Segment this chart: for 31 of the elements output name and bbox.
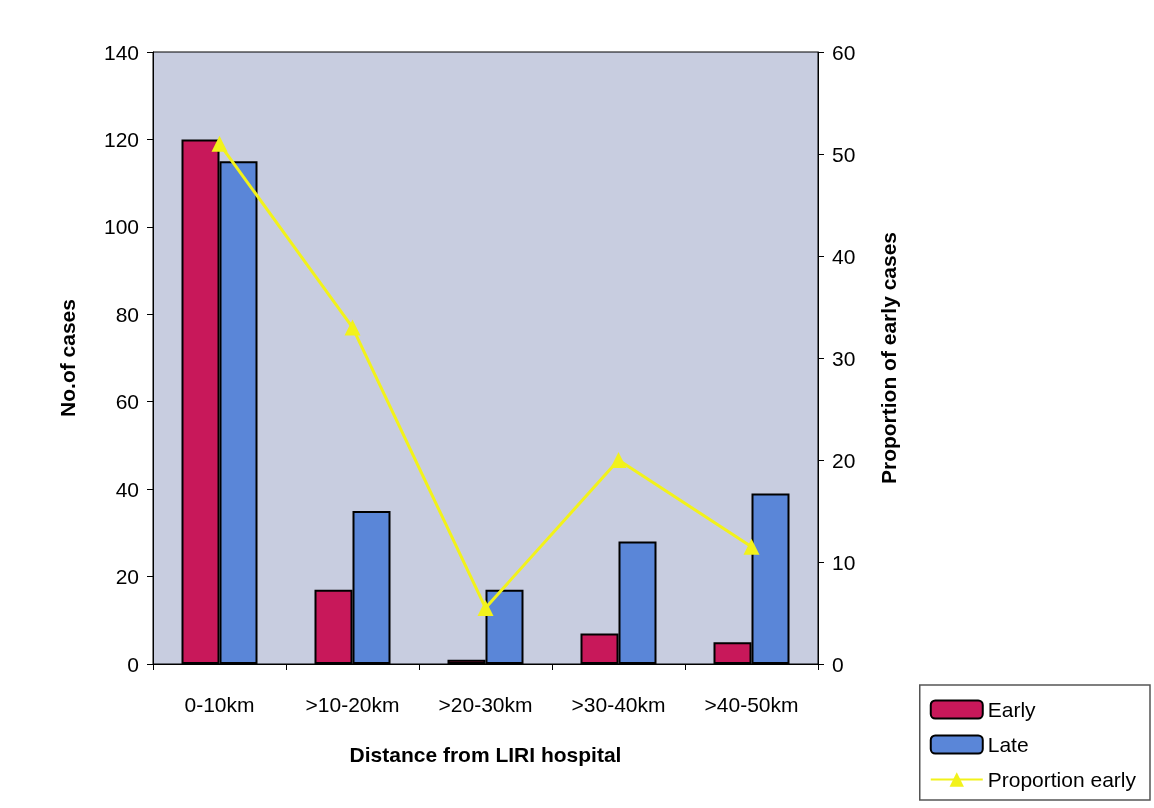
y2-tick-label: 30 <box>832 346 856 370</box>
y-tick-label: 100 <box>103 215 139 239</box>
x-tick-label: >30-40km <box>571 693 666 716</box>
point <box>211 135 228 152</box>
y2-tick-label: 50 <box>832 142 856 166</box>
point <box>610 452 627 468</box>
point <box>344 319 361 336</box>
x-tick-label: >40-50km <box>704 693 799 716</box>
y-tick-label: 20 <box>115 565 139 589</box>
x-tick-label: >10-20km <box>305 693 400 716</box>
y2-tick-label: 40 <box>832 244 856 268</box>
y2-axis-title: Proportion of early cases <box>877 231 900 485</box>
y-tick-label: 60 <box>115 390 139 414</box>
y2-tick-label: 20 <box>832 448 856 472</box>
legend-label: Late <box>987 733 1029 756</box>
y-tick-label: 140 <box>103 40 139 64</box>
y2-tick-label: 60 <box>832 40 856 64</box>
legend-label: Early <box>987 698 1037 721</box>
x-tick-label: >20-30km <box>438 693 533 716</box>
point <box>477 599 494 616</box>
x-tick-label: 0-10km <box>184 693 255 716</box>
y-tick-label: 40 <box>115 477 139 501</box>
y2-tick-label: 0 <box>832 652 844 676</box>
legend-label: Proportion early <box>987 768 1137 791</box>
point <box>743 538 760 555</box>
y-axis-title: No.of cases <box>56 299 79 417</box>
y-tick-label: 120 <box>103 127 139 151</box>
x-axis-title: Distance from LIRI hospital <box>349 743 622 766</box>
y-tick-label: 80 <box>115 302 139 326</box>
y-tick-label: 0 <box>127 652 139 676</box>
y2-tick-label: 10 <box>832 550 856 574</box>
